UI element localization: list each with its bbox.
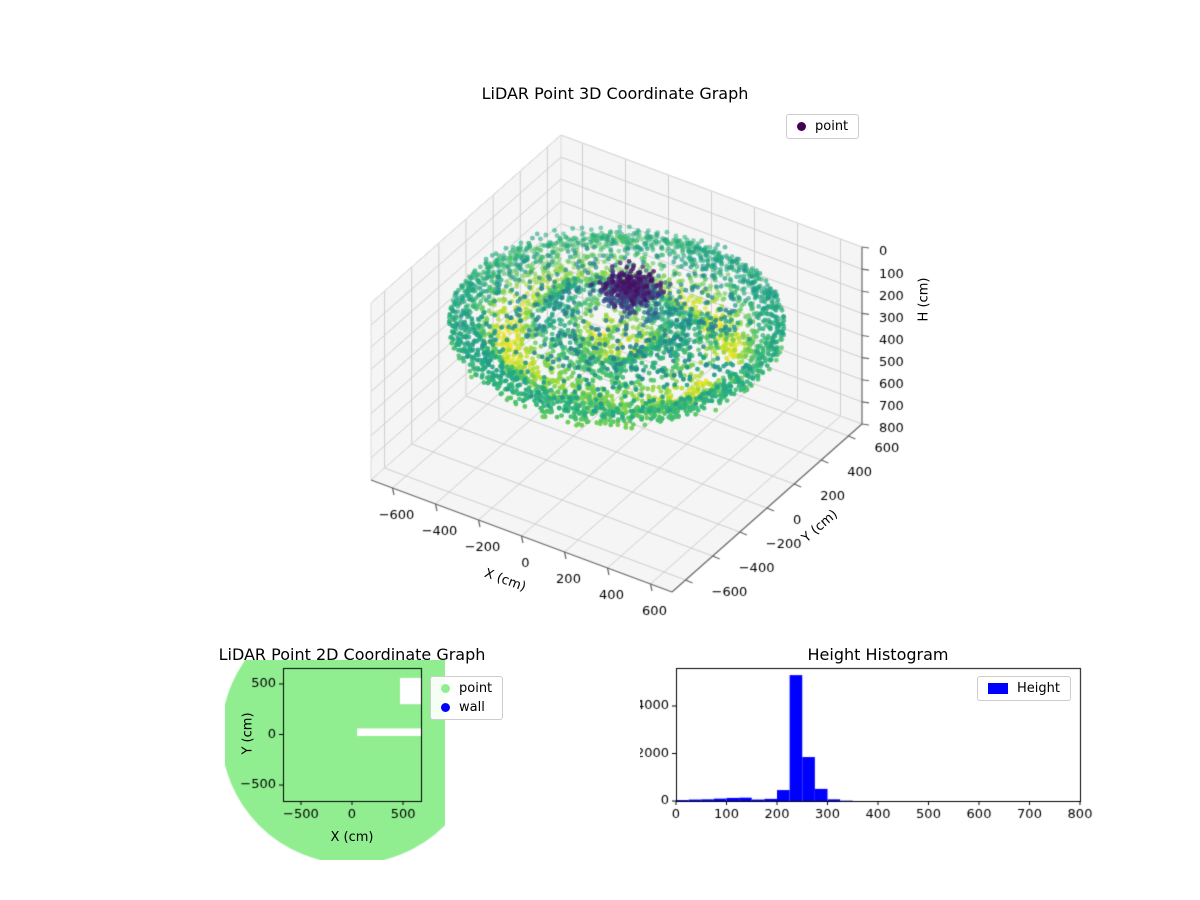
plot2d-canvas — [225, 660, 445, 860]
plot2d-legend-wall-label: wall — [459, 700, 485, 715]
histogram-legend-height-label: Height — [1017, 681, 1060, 696]
plot2d-title: LiDAR Point 2D Coordinate Graph — [218, 645, 486, 664]
plot3d-title: LiDAR Point 3D Coordinate Graph — [481, 84, 749, 103]
plot2d-legend-point-label: point — [459, 681, 493, 696]
plot3d-canvas — [320, 130, 940, 645]
plot3d-legend-point-label: point — [815, 119, 849, 134]
plot2d-legend-row-wall: wall — [441, 700, 492, 715]
wall-scatter-marker-icon — [441, 703, 450, 712]
height-bar-marker-icon — [988, 683, 1008, 694]
point-scatter-marker-icon — [797, 122, 806, 131]
point2d-scatter-marker-icon — [441, 684, 450, 693]
plot2d-y-axis-label: Y (cm) — [240, 712, 256, 755]
plot2d-legend-row-point: point — [441, 681, 492, 696]
histogram-legend-row-height: Height — [988, 681, 1060, 696]
plot3d-z-axis-label: H (cm) — [916, 277, 932, 322]
plot2d-x-axis-label: X (cm) — [330, 830, 374, 845]
plot3d-legend-row-point: point — [797, 119, 848, 134]
histogram-title: Height Histogram — [807, 645, 949, 664]
plot2d-legend: point wall — [430, 676, 504, 720]
histogram-legend: Height — [977, 676, 1071, 701]
plot3d-legend: point — [786, 114, 860, 139]
